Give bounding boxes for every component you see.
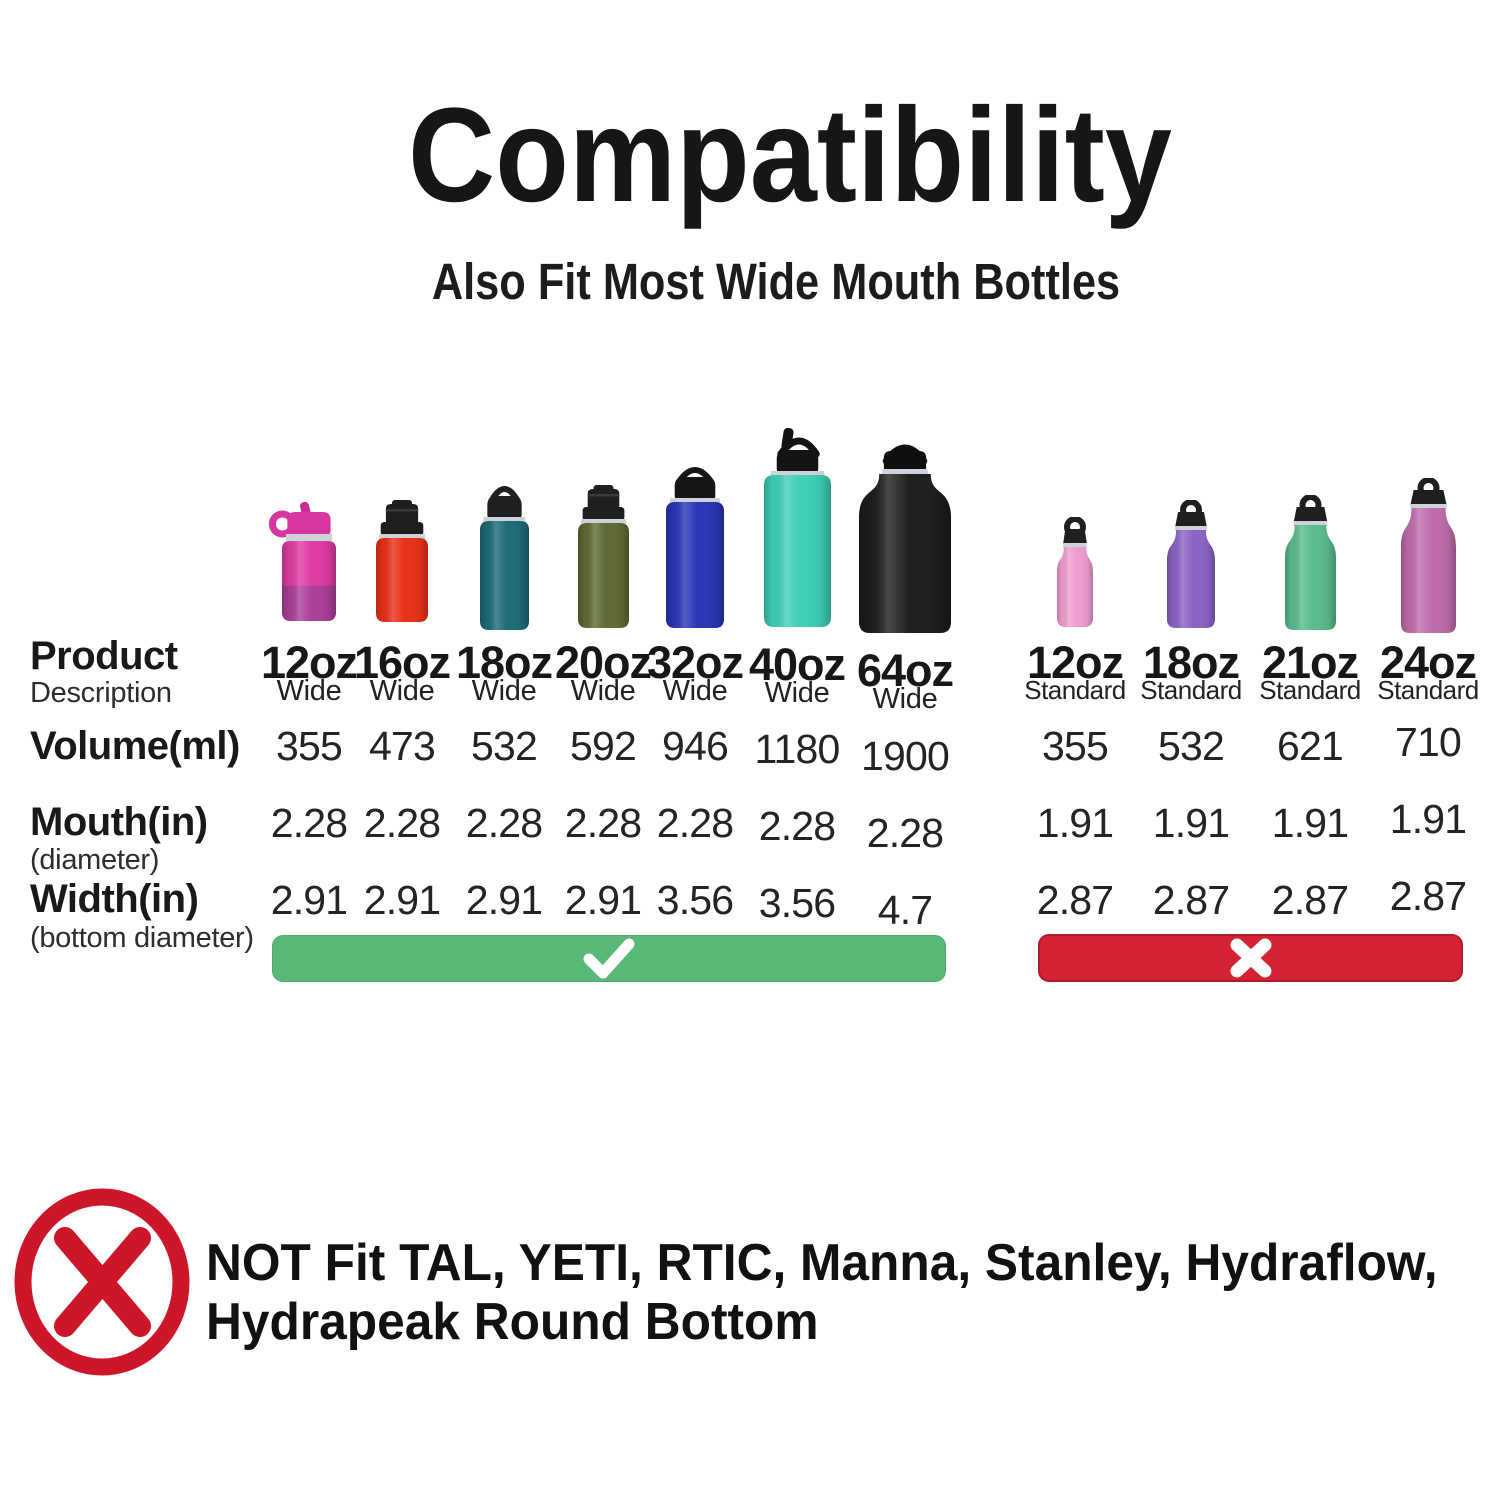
- bottle-24oz-standard: [1381, 478, 1476, 633]
- mouth-18oz-standard: 1.91: [1152, 800, 1230, 846]
- row-label-mouth: Mouth(in): [30, 800, 208, 844]
- page-title-text: Compatibility: [408, 81, 1172, 230]
- wide-fit-bar: [272, 935, 946, 982]
- column-header-12oz-wide: 12oz: [260, 637, 358, 688]
- column-subheader-20oz-wide: Wide: [570, 675, 636, 707]
- width-32oz-wide: 3.56: [656, 877, 734, 923]
- column-header-16oz-wide: 16oz: [353, 637, 451, 688]
- volume-32oz-wide: 946: [661, 723, 729, 769]
- width-16oz-wide: 2.91: [363, 877, 441, 923]
- column-subheader-16oz-wide: Wide: [369, 675, 435, 707]
- column-header-12oz-standard: 12oz: [1026, 637, 1124, 688]
- column-header-18oz-wide: 18oz: [455, 637, 553, 688]
- width-21oz-standard: 2.87: [1271, 877, 1349, 923]
- mouth-40oz-wide: 2.28: [758, 803, 836, 849]
- mouth-21oz-standard: 1.91: [1271, 800, 1349, 846]
- bottle-20oz-wide: [558, 485, 649, 628]
- volume-18oz-wide: 532: [470, 723, 538, 769]
- width-12oz-standard: 2.87: [1036, 877, 1114, 923]
- width-18oz-wide: 2.91: [465, 877, 543, 923]
- volume-21oz-standard: 621: [1276, 723, 1344, 769]
- bottle-40oz-wide: [744, 428, 851, 627]
- row-label-width-sub: (bottom diameter): [30, 922, 254, 954]
- page-subtitle: Also Fit Most Wide Mouth Bottles: [371, 256, 1181, 307]
- bottle-16oz-wide: [356, 500, 448, 622]
- not-fit-text: NOT Fit TAL, YETI, RTIC, Manna, Stanley,…: [206, 1234, 1496, 1352]
- mouth-32oz-wide: 2.28: [656, 800, 734, 846]
- mouth-18oz-wide: 2.28: [465, 800, 543, 846]
- width-12oz-wide: 2.91: [270, 877, 348, 923]
- volume-12oz-standard: 355: [1041, 723, 1109, 769]
- column-subheader-18oz-standard: Standard: [1140, 675, 1242, 705]
- mouth-20oz-wide: 2.28: [564, 800, 642, 846]
- column-subheader-18oz-wide: Wide: [471, 675, 537, 707]
- column-subheader-24oz-standard: Standard: [1377, 675, 1479, 705]
- not-fit-line1: NOT Fit TAL, YETI, RTIC, Manna, Stanley,…: [206, 1234, 1438, 1292]
- column-subheader-32oz-wide: Wide: [662, 675, 728, 707]
- column-header-64oz-wide: 64oz: [856, 645, 954, 696]
- row-label-width: Width(in): [30, 877, 199, 921]
- row-label-mouth-sub: (diameter): [30, 844, 160, 876]
- volume-18oz-standard: 532: [1157, 723, 1225, 769]
- width-40oz-wide: 3.56: [758, 880, 836, 926]
- column-header-24oz-standard: 24oz: [1379, 637, 1477, 688]
- bottle-32oz-wide: [646, 464, 744, 628]
- column-subheader-64oz-wide: Wide: [872, 683, 938, 715]
- column-header-21oz-standard: 21oz: [1261, 637, 1359, 688]
- width-20oz-wide: 2.91: [564, 877, 642, 923]
- volume-20oz-wide: 592: [569, 723, 637, 769]
- column-header-20oz-wide: 20oz: [554, 637, 652, 688]
- volume-16oz-wide: 473: [368, 723, 436, 769]
- page-subtitle-text: Also Fit Most Wide Mouth Bottles: [431, 253, 1121, 310]
- x-circle-icon: [13, 1187, 191, 1382]
- column-header-40oz-wide: 40oz: [748, 639, 846, 690]
- column-subheader-21oz-standard: Standard: [1259, 675, 1361, 705]
- mouth-12oz-standard: 1.91: [1036, 800, 1114, 846]
- column-header-32oz-wide: 32oz: [646, 637, 744, 688]
- bottle-64oz-wide: [839, 439, 971, 633]
- bottle-18oz-wide: [460, 483, 549, 630]
- bottle-21oz-standard: [1265, 495, 1356, 630]
- volume-24oz-standard: 710: [1394, 719, 1462, 765]
- volume-40oz-wide: 1180: [754, 726, 841, 772]
- column-subheader-12oz-standard: Standard: [1024, 675, 1126, 705]
- column-header-18oz-standard: 18oz: [1142, 637, 1240, 688]
- bottle-18oz-standard: [1147, 500, 1235, 628]
- bottle-12oz-standard: [1037, 517, 1113, 627]
- page-title: Compatibility: [366, 89, 1215, 223]
- standard-no-fit-bar: [1038, 934, 1463, 982]
- row-label-product: Product: [30, 634, 178, 678]
- row-label-product-sub: Description: [30, 677, 172, 709]
- column-subheader-40oz-wide: Wide: [764, 677, 830, 709]
- volume-64oz-wide: 1900: [860, 733, 950, 779]
- not-fit-line2: Hydrapeak Round Bottom: [206, 1293, 819, 1351]
- mouth-64oz-wide: 2.28: [866, 810, 944, 856]
- row-label-volume: Volume(ml): [30, 724, 240, 768]
- check-icon: [583, 938, 635, 978]
- bottle-12oz-wide: [262, 502, 356, 621]
- column-subheader-12oz-wide: Wide: [276, 675, 342, 707]
- width-24oz-standard: 2.87: [1389, 873, 1467, 919]
- mouth-16oz-wide: 2.28: [363, 800, 441, 846]
- mouth-12oz-wide: 2.28: [270, 800, 348, 846]
- width-64oz-wide: 4.7: [877, 887, 933, 933]
- width-18oz-standard: 2.87: [1152, 877, 1230, 923]
- x-icon: [1230, 938, 1271, 978]
- mouth-24oz-standard: 1.91: [1389, 796, 1467, 842]
- volume-12oz-wide: 355: [275, 723, 343, 769]
